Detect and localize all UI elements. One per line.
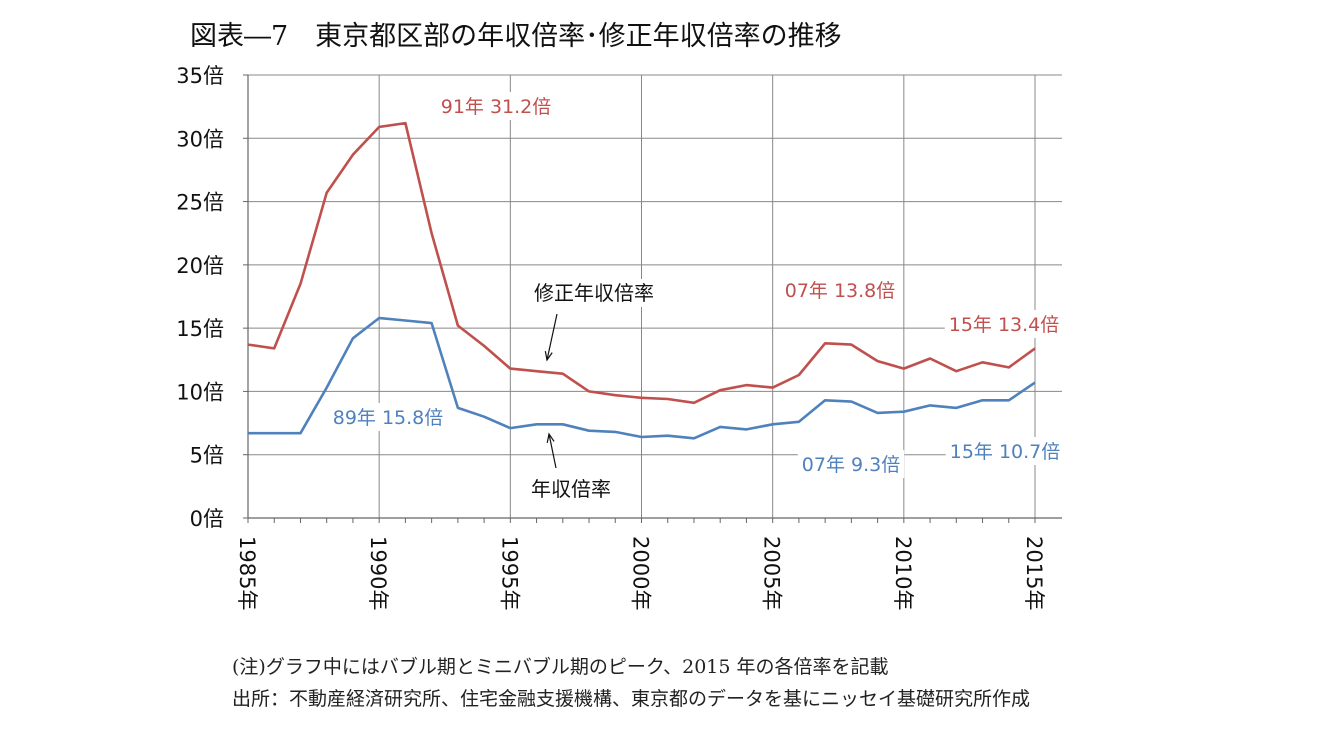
data-label: 07年 9.3倍 — [802, 454, 900, 476]
y-axis-ticks: 0倍 5倍 10倍 15倍 20倍 25倍 30倍 35倍 — [176, 64, 224, 531]
annotation-bg — [328, 403, 448, 431]
y-tick-label: 15倍 — [176, 317, 224, 341]
source-note: 出所：不動産経済研究所、住宅金融支援機構、東京都のデータを基にニッセイ基礎研究所… — [232, 688, 1031, 710]
series-lines — [247, 121, 1036, 440]
label-arrow — [546, 313, 558, 361]
annotation-bg — [945, 437, 1065, 465]
series-label-bg — [530, 279, 658, 307]
series-line-adjusted-ratio — [247, 121, 1036, 405]
chart-title: 図表―7 東京都区部の年収倍率･修正年収倍率の推移 — [190, 21, 842, 52]
series-name-label: 年収倍率 — [531, 477, 611, 501]
y-tick-label: 5倍 — [190, 444, 224, 468]
footnote: (注)グラフ中にはバブル期とミニバブル期のピーク、2015 年の各倍率を記載 — [232, 656, 889, 678]
x-tick-label: 2010年 — [891, 536, 915, 610]
y-tick-label: 35倍 — [176, 64, 224, 88]
data-label: 91年 31.2倍 — [441, 96, 552, 118]
x-tick-label: 2005年 — [760, 536, 784, 610]
x-tick-label: 1985年 — [235, 536, 259, 610]
arrow-head — [546, 432, 555, 443]
annotation-bg — [780, 276, 900, 304]
data-label: 15年 13.4倍 — [949, 314, 1060, 336]
x-tick-label: 1990年 — [366, 536, 390, 610]
line-chart: 0倍 5倍 10倍 15倍 20倍 25倍 30倍 35倍 1985年 1990年 1995年 20… — [176, 64, 1065, 611]
x-tick-label: 2000年 — [629, 536, 653, 610]
annotations: 91年 31.2倍 07年 13.8倍 15年 13.4倍 89年 15.8倍 07年 … — [328, 92, 1065, 503]
y-tick-label: 10倍 — [176, 380, 224, 404]
y-tick-label: 25倍 — [176, 191, 224, 215]
annotation-bg — [436, 92, 556, 120]
axes — [243, 74, 1062, 523]
y-tick-label: 30倍 — [176, 127, 224, 151]
label-arrow — [548, 433, 557, 469]
series-label-bg — [527, 475, 615, 503]
annotation-bg — [797, 450, 905, 478]
series-name-label: 修正年収倍率 — [534, 281, 654, 305]
data-label: 07年 13.8倍 — [785, 280, 896, 302]
data-label: 15年 10.7倍 — [950, 441, 1061, 463]
arrow-head — [544, 351, 553, 362]
x-axis-ticks: 1985年 1990年 1995年 2000年 2005年 2010年 2015年 — [235, 536, 1046, 610]
series-line-income-ratio — [248, 316, 1036, 440]
y-tick-label: 0倍 — [190, 507, 224, 531]
data-label: 89年 15.8倍 — [333, 407, 444, 429]
annotation-bg — [944, 310, 1064, 338]
x-tick-label: 1995年 — [497, 536, 521, 610]
y-tick-label: 20倍 — [176, 254, 224, 278]
x-tick-label: 2015年 — [1022, 536, 1046, 610]
